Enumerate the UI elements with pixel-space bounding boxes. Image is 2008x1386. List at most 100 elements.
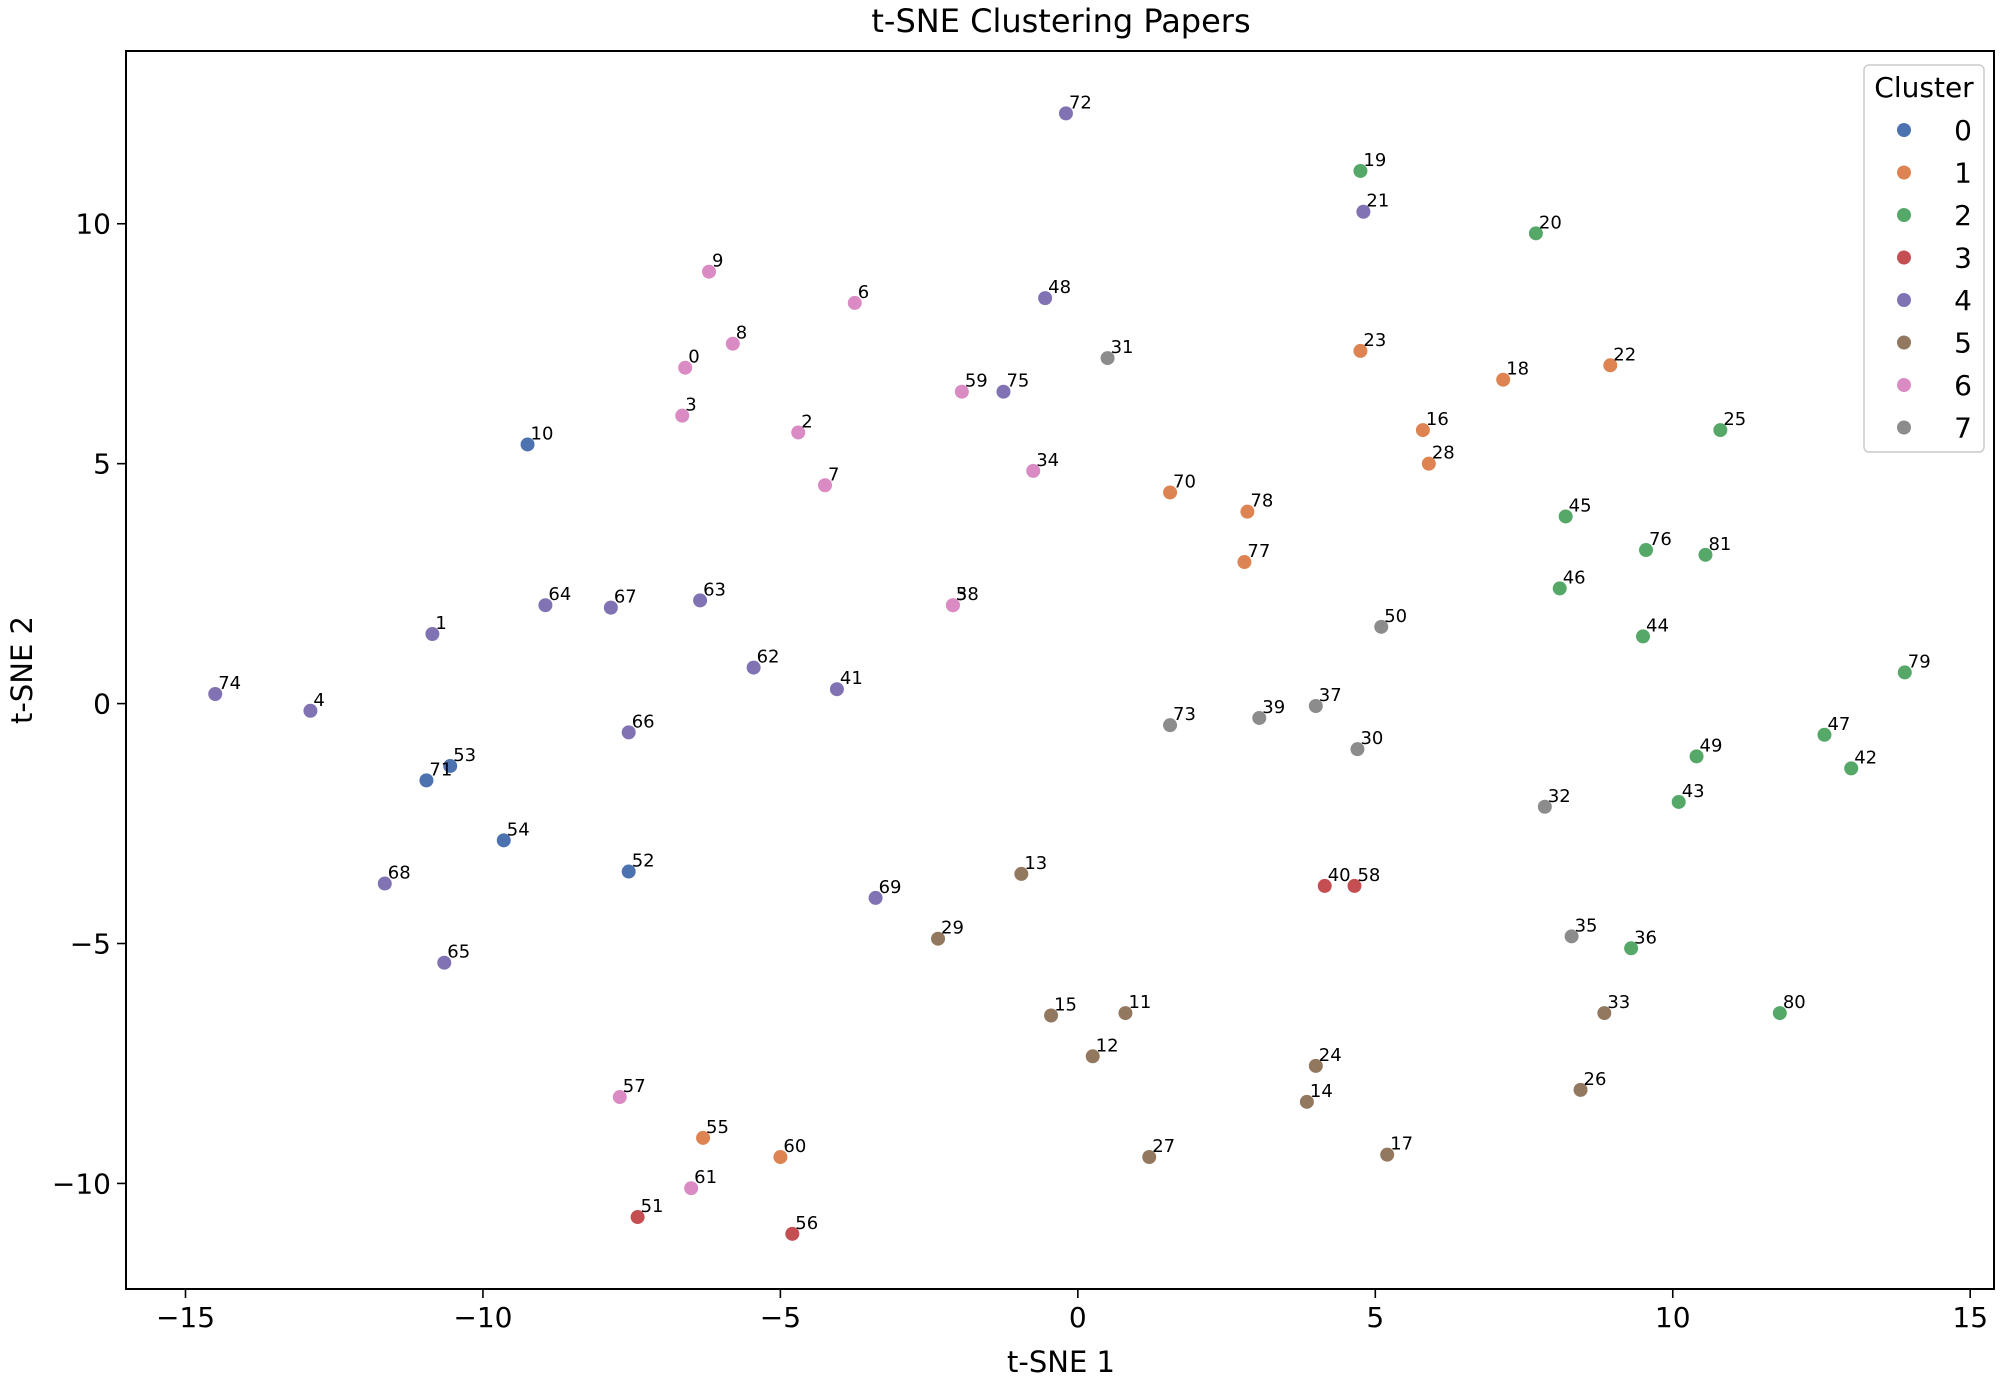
data-point-43 <box>1671 794 1686 809</box>
point-label-78: 78 <box>1250 491 1273 512</box>
data-point-17 <box>1380 1147 1395 1162</box>
data-point-27 <box>1142 1150 1157 1165</box>
y-axis: −10 −5 0 5 10 <box>52 208 126 1200</box>
point-label-67: 67 <box>614 587 637 608</box>
y-tick-label: −5 <box>70 928 111 961</box>
legend-marker-7 <box>1897 420 1911 435</box>
data-point-21 <box>1356 204 1371 219</box>
point-label-47: 47 <box>1827 714 1850 735</box>
point-label-53: 53 <box>453 745 476 766</box>
y-tick-label: 0 <box>93 688 111 721</box>
point-label-68: 68 <box>388 863 411 884</box>
x-tick-label: 0 <box>1069 1301 1087 1334</box>
data-point-7 <box>818 478 833 493</box>
data-point-64 <box>538 598 553 613</box>
point-label-13: 13 <box>1024 853 1047 874</box>
y-tick-label: 5 <box>93 448 111 481</box>
data-point-26 <box>1573 1082 1588 1097</box>
data-point-70 <box>1163 485 1178 500</box>
point-label-77: 77 <box>1247 541 1270 562</box>
point-label-36: 36 <box>1634 927 1657 948</box>
point-label-7: 7 <box>828 464 839 485</box>
point-label-64: 64 <box>548 584 571 605</box>
data-point-23 <box>1353 343 1368 358</box>
x-axis-label: t-SNE 1 <box>1007 1345 1115 1379</box>
point-label-71: 71 <box>429 759 452 780</box>
data-point-28 <box>1421 456 1436 471</box>
point-label-40: 40 <box>1328 865 1351 886</box>
legend-marker-2 <box>1897 208 1911 222</box>
data-point-37 <box>1308 698 1323 713</box>
point-label-44: 44 <box>1646 615 1669 636</box>
data-point-35 <box>1564 929 1579 944</box>
point-label-2: 2 <box>801 411 812 432</box>
point-label-69: 69 <box>879 877 902 898</box>
point-label-10: 10 <box>531 423 554 444</box>
point-label-65: 65 <box>447 942 470 963</box>
point-label-3: 3 <box>685 395 696 416</box>
point-label-60: 60 <box>783 1136 806 1157</box>
point-label-62: 62 <box>757 647 780 668</box>
point-label-57: 57 <box>623 1076 646 1097</box>
point-label-11: 11 <box>1128 992 1151 1013</box>
data-point-61 <box>684 1181 699 1196</box>
data-point-60 <box>773 1150 788 1165</box>
data-point-62 <box>746 660 761 675</box>
data-point-1 <box>425 627 440 642</box>
data-point-73 <box>1163 718 1178 733</box>
legend-label-6: 6 <box>1954 369 1972 402</box>
data-point-10 <box>520 437 535 452</box>
point-label-34: 34 <box>1036 450 1059 471</box>
data-point-67 <box>603 600 618 615</box>
data-point-72 <box>1058 106 1073 121</box>
data-point-46 <box>1552 581 1567 596</box>
point-label-55: 55 <box>706 1117 729 1138</box>
data-point-11 <box>1118 1006 1133 1021</box>
data-point-42 <box>1844 761 1859 776</box>
data-point-4 <box>303 703 318 718</box>
point-label-52: 52 <box>632 851 655 872</box>
data-point-29 <box>931 931 946 946</box>
data-point-76 <box>1638 543 1653 558</box>
data-point-33 <box>1597 1006 1612 1021</box>
legend-marker-0 <box>1897 123 1911 137</box>
data-point-6 <box>847 295 862 310</box>
point-label-48: 48 <box>1048 277 1071 298</box>
point-label-58: 58 <box>1357 865 1380 886</box>
point-label-43: 43 <box>1682 781 1705 802</box>
point-label-46: 46 <box>1563 567 1586 588</box>
point-label-59: 59 <box>965 371 988 392</box>
point-label-74: 74 <box>218 673 241 694</box>
point-label-41: 41 <box>840 668 863 689</box>
data-point-36 <box>1624 941 1639 956</box>
point-label-73: 73 <box>1173 704 1196 725</box>
data-point-78 <box>1240 504 1255 519</box>
data-point-3 <box>675 408 690 423</box>
legend-marker-4 <box>1897 293 1911 307</box>
point-label-8: 8 <box>736 323 747 344</box>
data-point-20 <box>1528 226 1543 241</box>
data-point-66 <box>621 725 636 740</box>
legend-marker-5 <box>1897 335 1911 350</box>
point-label-80: 80 <box>1783 992 1806 1013</box>
data-point-68 <box>377 876 392 891</box>
data-point-38 <box>945 598 960 613</box>
point-label-70: 70 <box>1173 471 1196 492</box>
point-label-27: 27 <box>1152 1136 1175 1157</box>
point-label-0: 0 <box>688 347 699 368</box>
data-point-19 <box>1353 163 1368 178</box>
data-point-55 <box>696 1130 711 1145</box>
data-point-54 <box>496 833 511 848</box>
point-label-26: 26 <box>1584 1069 1607 1090</box>
point-label-81: 81 <box>1708 534 1731 555</box>
point-label-15: 15 <box>1054 994 1077 1015</box>
x-tick-label: −5 <box>760 1301 801 1334</box>
x-tick-label: −10 <box>453 1301 512 1334</box>
legend-label-3: 3 <box>1954 242 1972 275</box>
point-label-56: 56 <box>795 1213 818 1234</box>
point-label-17: 17 <box>1390 1134 1413 1155</box>
data-point-80 <box>1772 1006 1787 1021</box>
data-point-63 <box>693 593 708 608</box>
plot-area: 0123456789101112131415161718192021222324… <box>208 92 1931 1241</box>
point-label-32: 32 <box>1548 786 1571 807</box>
